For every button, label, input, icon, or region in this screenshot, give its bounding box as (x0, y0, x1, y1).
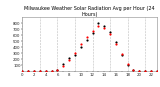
Point (144, 71, 146, 72)
Point (156, 71, 158, 72)
Point (109, 32, 111, 33)
Point (44, 71, 47, 72)
Point (91, 30, 94, 31)
Point (74, 52, 76, 53)
Point (120, 55, 123, 56)
Point (56, 70, 59, 71)
Point (97, 25, 100, 26)
Point (138, 71, 140, 72)
Point (27, 71, 30, 72)
Point (33, 71, 35, 72)
Point (103, 27, 105, 28)
Point (44, 71, 47, 72)
Point (62, 65, 65, 67)
Point (91, 32, 94, 34)
Point (138, 71, 140, 72)
Point (68, 59, 70, 60)
Point (68, 57, 70, 58)
Title: Milwaukee Weather Solar Radiation Avg per Hour (24 Hours): Milwaukee Weather Solar Radiation Avg pe… (24, 6, 155, 17)
Point (85, 39, 88, 40)
Point (27, 71, 30, 72)
Point (62, 64, 65, 65)
Point (50, 71, 53, 72)
Point (156, 71, 158, 72)
Point (115, 41, 117, 43)
Point (21, 71, 24, 72)
Point (103, 25, 105, 26)
Point (85, 36, 88, 38)
Point (132, 70, 135, 71)
Point (144, 71, 146, 72)
Point (50, 70, 53, 72)
Point (21, 71, 24, 72)
Point (126, 64, 129, 66)
Point (120, 53, 123, 54)
Point (39, 71, 41, 72)
Point (74, 54, 76, 56)
Point (97, 22, 100, 23)
Point (39, 71, 41, 72)
Point (150, 71, 152, 72)
Point (80, 46, 82, 48)
Point (80, 44, 82, 45)
Point (33, 71, 35, 72)
Point (115, 43, 117, 44)
Point (56, 69, 59, 71)
Point (150, 71, 152, 72)
Point (132, 69, 135, 71)
Point (126, 63, 129, 64)
Point (109, 33, 111, 35)
